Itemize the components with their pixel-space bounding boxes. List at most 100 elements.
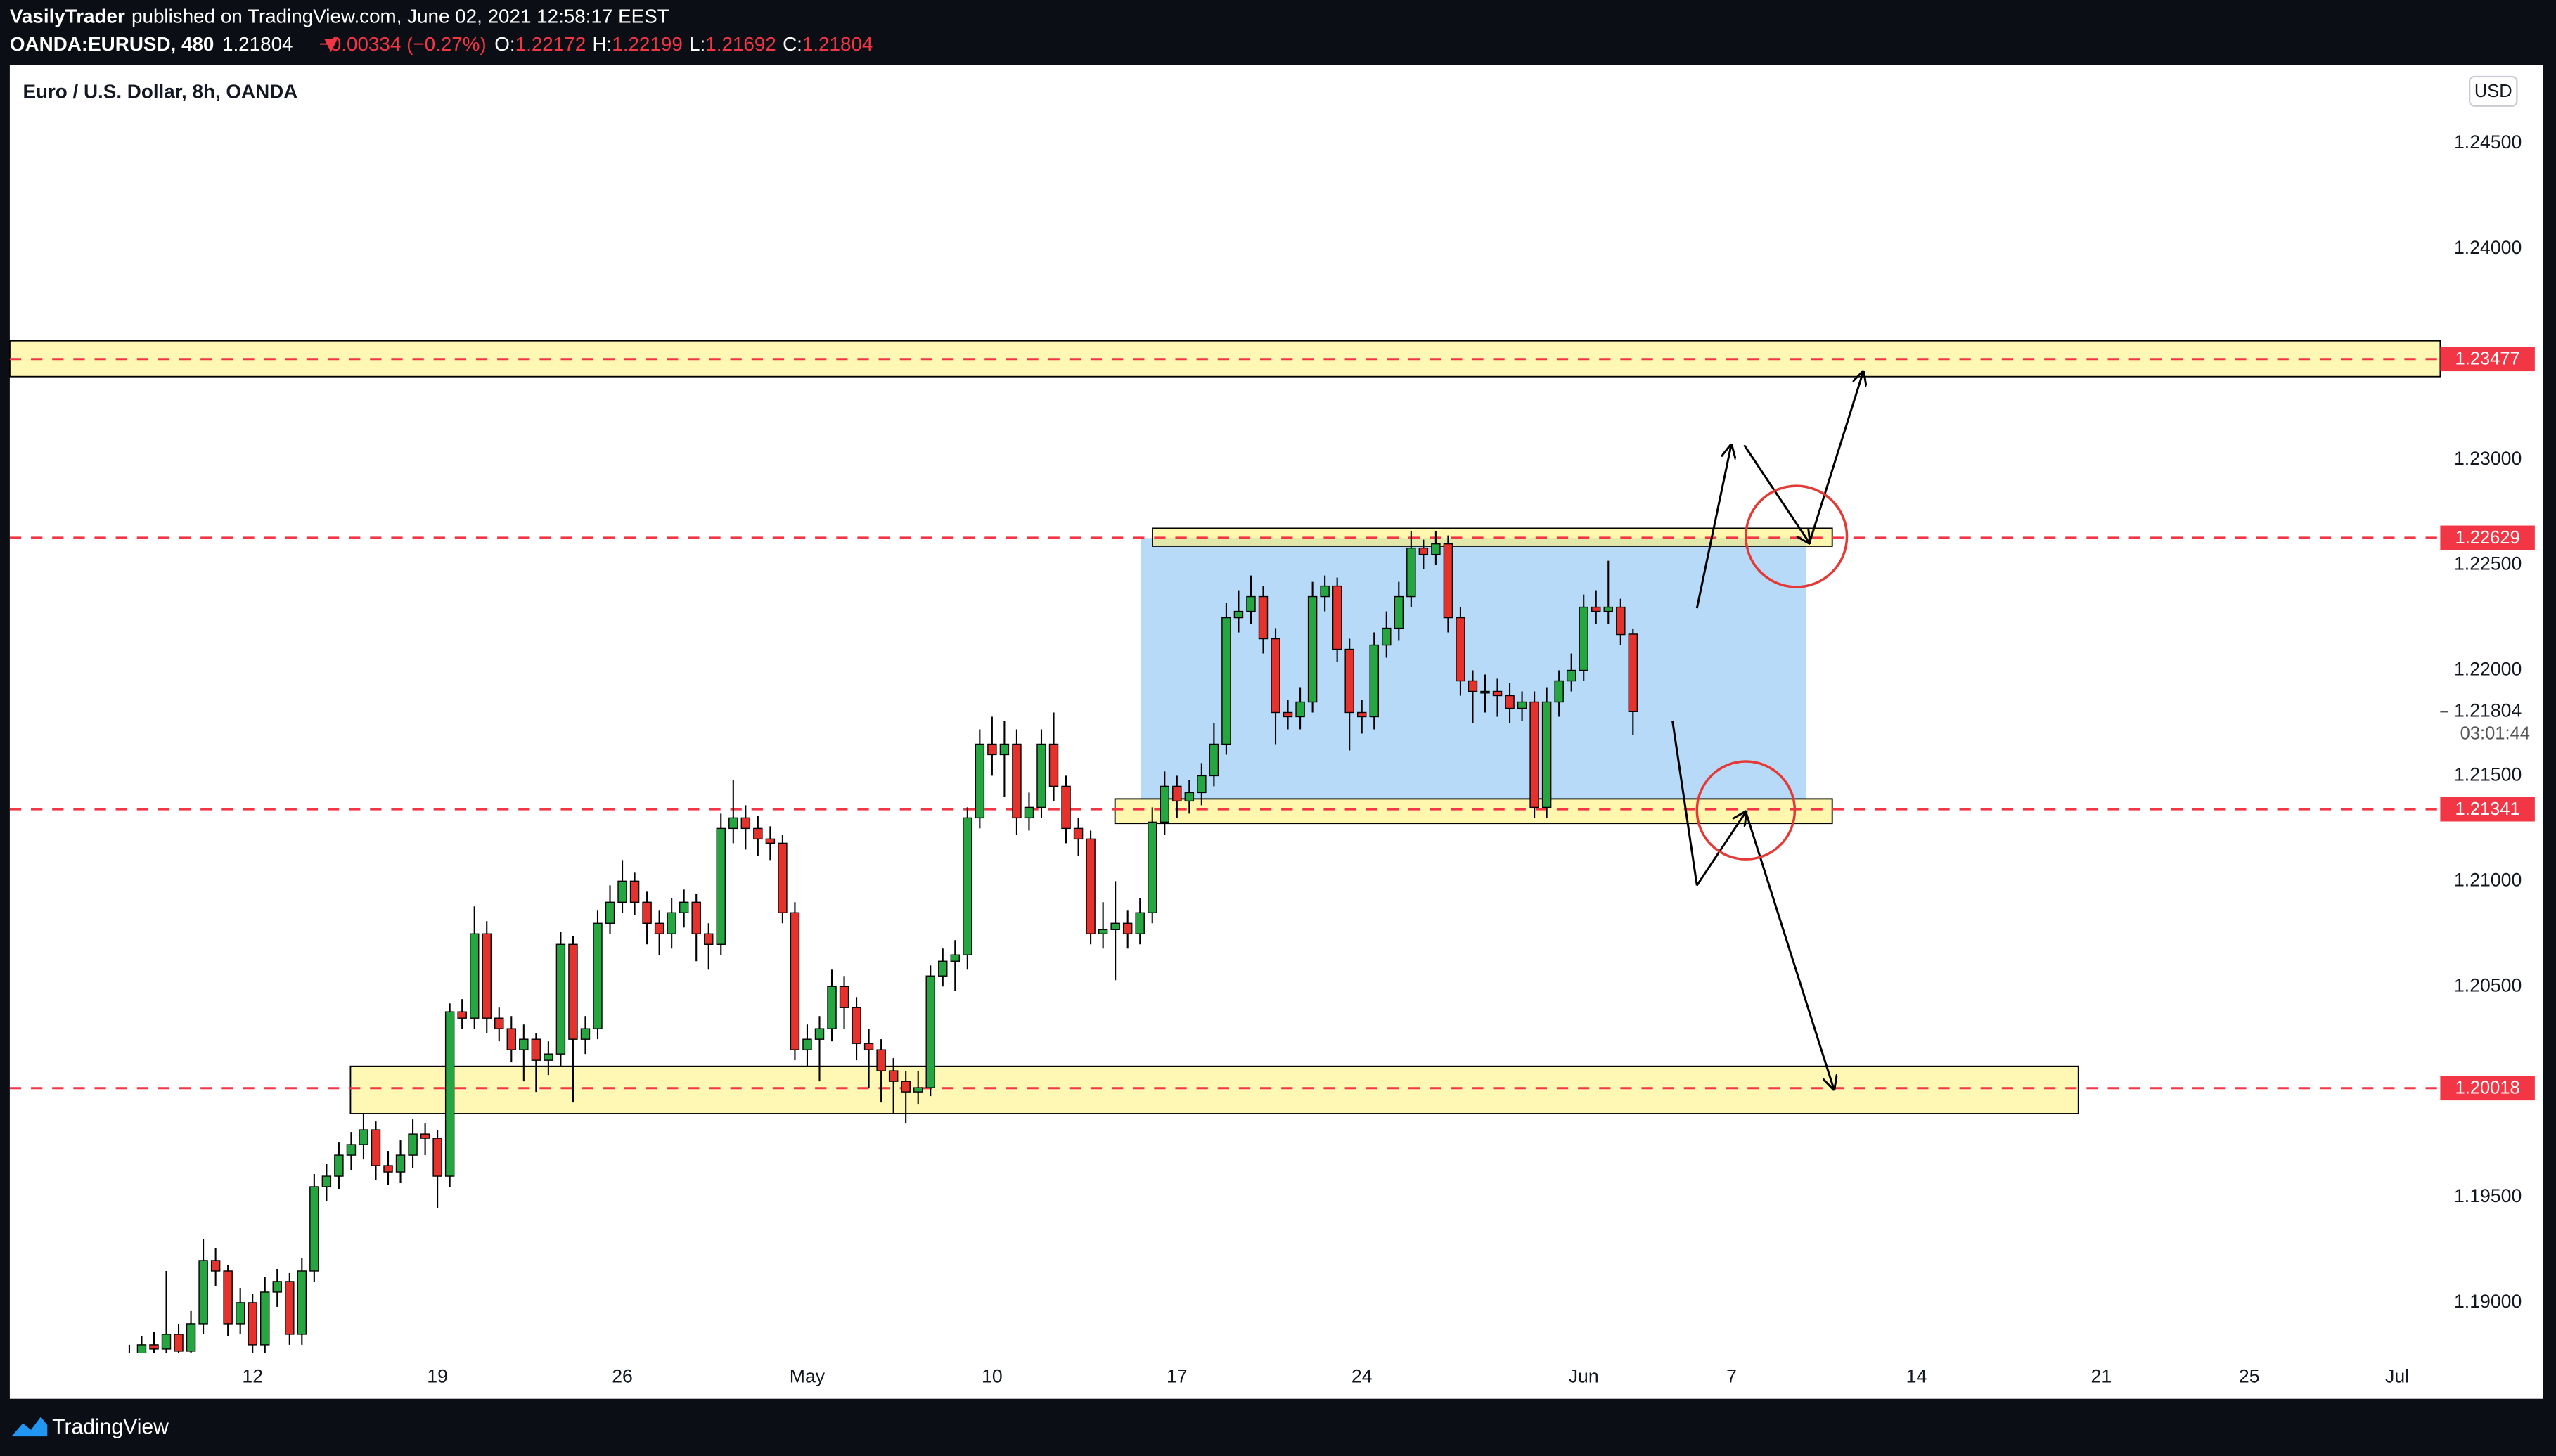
candles (128, 531, 1638, 1353)
candle-body (1480, 690, 1490, 694)
candle-body (248, 1302, 257, 1346)
candle-body (1332, 585, 1342, 650)
arrow (1743, 444, 1810, 543)
candle-body (555, 943, 566, 1055)
candle-body (1148, 821, 1157, 913)
footer (0, 1398, 2556, 1456)
candle-body (667, 912, 676, 934)
candle-body (1344, 648, 1354, 714)
candle-body (1271, 638, 1280, 714)
level-label: 1.22629 (2455, 528, 2520, 548)
levels (9, 358, 2441, 1090)
candle-body (1110, 922, 1120, 930)
candle-body (888, 1070, 899, 1082)
support-zone (349, 1065, 2079, 1114)
candle-body (346, 1144, 357, 1156)
candle-body (1073, 827, 1084, 840)
level-label: 1.20018 (2455, 1078, 2520, 1098)
level-label: 1.21341 (2455, 799, 2520, 819)
y-tick-label: 1.22000 (2454, 659, 2522, 680)
candle-body (457, 1011, 467, 1019)
countdown: 03:01:44 (2460, 723, 2530, 743)
currency-box (2468, 75, 2518, 107)
candle-body (679, 901, 689, 913)
symbol: OANDA:EURUSD, 480 (10, 33, 214, 55)
candle-body (1394, 595, 1404, 629)
candle-body (186, 1323, 196, 1352)
x-tick-label: 17 (1167, 1366, 1188, 1387)
candle-body (1591, 606, 1601, 612)
level-label-box (2440, 525, 2535, 550)
candle-body (371, 1129, 381, 1166)
candle-body (432, 1138, 442, 1177)
zones (8, 340, 2441, 1114)
candle-body (1554, 680, 1564, 703)
candle-body (1160, 785, 1169, 823)
candle-body (765, 838, 776, 844)
candle-body (1209, 743, 1219, 777)
candle-body (839, 986, 849, 1008)
candle-body (285, 1281, 295, 1335)
candle-body (383, 1165, 393, 1173)
candle-body (876, 1049, 886, 1071)
arrow (1671, 720, 1698, 886)
candle-body (309, 1186, 319, 1272)
candle-body (1628, 633, 1638, 712)
range-bottom-zone (1114, 798, 1833, 825)
candle-body (593, 922, 603, 1029)
candle-body (1541, 701, 1552, 808)
candle-body (753, 827, 763, 840)
chart-title: Euro / U.S. Dollar, 8h, OANDA (23, 81, 297, 103)
candle-body (420, 1133, 430, 1139)
candle-body (223, 1270, 233, 1325)
candle-body (297, 1270, 307, 1335)
candle-body (408, 1133, 418, 1156)
candle-body (704, 933, 714, 945)
candle-body (1382, 627, 1392, 646)
candle-body (987, 743, 997, 756)
h-value: 1.22199 (612, 33, 683, 55)
candle-body (1086, 838, 1096, 934)
candle-body (174, 1334, 184, 1352)
brand-logo (11, 1417, 48, 1437)
candle-body (1468, 680, 1478, 692)
candle-body (1603, 606, 1613, 612)
y-tick-label: 1.24500 (2454, 131, 2522, 153)
header-line-2: OANDA:EURUSD, 480 1.21804 −0.00334 (−0.27%… (10, 33, 873, 55)
x-tick-label: 21 (2091, 1366, 2112, 1387)
x-tick-label: 10 (982, 1366, 1003, 1387)
candle-body (654, 922, 664, 934)
candle-body (975, 743, 985, 819)
arrow (1695, 445, 1731, 609)
candle-body (1517, 701, 1527, 709)
candle-body (1369, 644, 1379, 718)
c-value: 1.21804 (802, 33, 873, 55)
down-arrow-icon (324, 39, 338, 53)
highlight-circle (1695, 760, 1797, 861)
y-tick-label: 1.22500 (2454, 553, 2522, 574)
candle-body (136, 1344, 147, 1353)
published: published on TradingView.com, June 02, 2… (131, 6, 669, 27)
y-tick-label: 1.23000 (2454, 448, 2522, 469)
y-tick-label: 1.21000 (2454, 869, 2522, 890)
y-tick-label: 1.24000 (2454, 237, 2522, 258)
arrow (1808, 372, 1863, 543)
candle-body (321, 1175, 332, 1187)
y-tick-label: 1.20500 (2454, 974, 2522, 996)
candle-body (1122, 922, 1133, 934)
candle-body (629, 880, 640, 903)
candle-body (580, 1028, 591, 1040)
candle-body (1061, 785, 1071, 830)
candle-body (605, 901, 615, 924)
candle-body (260, 1291, 270, 1346)
change: −0.00334 (−0.27%) (319, 33, 487, 55)
candle-body (359, 1129, 368, 1145)
candle-body (827, 986, 837, 1029)
last-price-label: 1.21804 (2454, 700, 2522, 721)
level-label-box (2440, 797, 2535, 822)
candle-body (531, 1038, 541, 1061)
candle-body (925, 975, 935, 1088)
candle-body (950, 954, 961, 962)
candle-body (863, 1043, 874, 1050)
